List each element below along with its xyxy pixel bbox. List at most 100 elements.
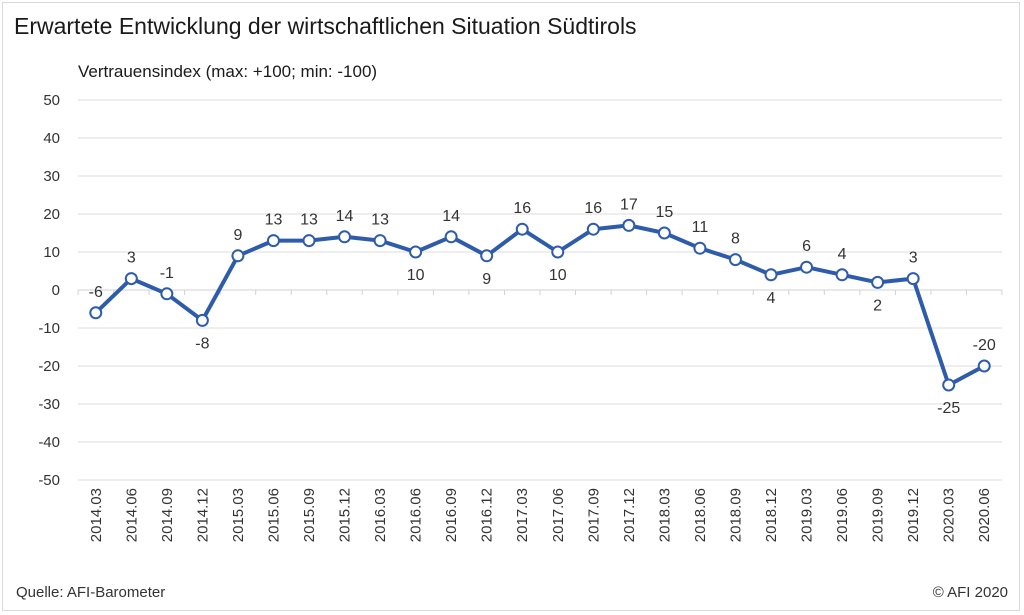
data-label: 4 — [838, 246, 847, 263]
data-point — [338, 230, 352, 244]
data-point — [764, 268, 778, 282]
data-point — [515, 222, 529, 236]
data-point — [409, 245, 423, 259]
y-tick-labels: 50 40 30 20 10 0 -10 -20 -30 -40 -50 — [38, 92, 60, 489]
data-label: 2 — [873, 297, 882, 314]
data-point — [657, 226, 671, 240]
data-label: 13 — [265, 212, 283, 229]
x-tick-label: 2017.09 — [585, 488, 602, 542]
data-label: 4 — [767, 290, 776, 307]
x-tick-label: 2017.12 — [621, 488, 638, 542]
data-point — [586, 222, 600, 236]
y-tick-label: 40 — [43, 130, 60, 147]
data-point — [444, 230, 458, 244]
y-tick-label: -50 — [38, 472, 60, 489]
data-point — [195, 313, 209, 327]
data-labels: -6 3 -1 -8 9 13 13 14 13 10 14 9 16 10 16 17 15 11 8 4 6 4 2 3 -… — [89, 196, 996, 417]
data-points — [89, 218, 991, 392]
data-point — [942, 378, 956, 392]
x-tick-label: 2016.03 — [372, 488, 389, 542]
data-point — [800, 260, 814, 274]
y-tick-label: 20 — [43, 206, 60, 223]
source-note: Quelle: AFI-Barometer — [16, 584, 166, 601]
data-point — [373, 234, 387, 248]
data-label: 17 — [620, 196, 638, 213]
x-tick-label: 2015.06 — [265, 488, 282, 542]
data-label: -25 — [937, 400, 960, 417]
x-tick-label: 2018.09 — [727, 488, 744, 542]
data-label: 3 — [909, 250, 918, 267]
y-tick-label: -40 — [38, 434, 60, 451]
data-label: 9 — [482, 271, 491, 288]
data-label: -20 — [973, 337, 996, 354]
copyright-note: © AFI 2020 — [932, 584, 1008, 601]
data-point — [302, 234, 316, 248]
x-tick-label: 2020.03 — [941, 488, 958, 542]
data-point — [906, 272, 920, 286]
data-label: 3 — [127, 250, 136, 267]
data-label: 16 — [584, 200, 602, 217]
series-line — [93, 223, 987, 387]
y-tick-label: 10 — [43, 244, 60, 261]
x-tick-label: 2017.06 — [550, 488, 567, 542]
data-label: 13 — [300, 212, 318, 229]
data-point — [871, 275, 885, 289]
x-tick-label: 2019.03 — [799, 488, 816, 542]
data-label: 11 — [692, 219, 709, 236]
gridlines — [77, 99, 1003, 481]
x-tick-label: 2016.09 — [443, 488, 460, 542]
y-tick-label: 0 — [52, 282, 60, 299]
data-point — [835, 268, 849, 282]
data-point — [551, 245, 565, 259]
data-label: 14 — [336, 208, 354, 225]
y-tick-label: -30 — [38, 396, 60, 413]
x-tick-label: 2018.12 — [763, 488, 780, 542]
x-tick-label: 2015.12 — [337, 488, 354, 542]
data-label: 10 — [549, 267, 567, 284]
x-tick-label: 2020.06 — [976, 488, 993, 542]
data-label: 6 — [802, 238, 811, 255]
data-point — [480, 249, 494, 263]
data-point — [693, 241, 707, 255]
y-tick-label: -20 — [38, 358, 60, 375]
x-tick-label: 2014.09 — [159, 488, 176, 542]
x-tick-label: 2019.06 — [834, 488, 851, 542]
x-tick-label: 2018.03 — [656, 488, 673, 542]
x-tick-label: 2014.06 — [123, 488, 140, 542]
data-point — [728, 253, 742, 267]
x-tick-label: 2015.03 — [230, 488, 247, 542]
data-point — [231, 249, 245, 263]
x-tick-label: 2015.09 — [301, 488, 318, 542]
data-label: 16 — [513, 200, 531, 217]
data-label: -1 — [160, 265, 174, 282]
data-point — [622, 218, 636, 232]
y-axis-label: Vertrauensindex (max: +100; min: -100) — [78, 62, 378, 81]
y-tick-label: 50 — [43, 92, 60, 109]
x-tick-label: 2019.09 — [870, 488, 887, 542]
chart-title: Erwartete Entwicklung der wirtschaftlich… — [14, 13, 637, 39]
data-point — [160, 287, 174, 301]
data-point — [977, 359, 991, 373]
x-tick-label: 2018.06 — [692, 488, 709, 542]
x-tick-label: 2017.03 — [514, 488, 531, 542]
data-label: -8 — [195, 335, 209, 352]
data-point — [124, 272, 138, 286]
data-label: 14 — [442, 208, 460, 225]
data-label: 13 — [371, 212, 389, 229]
x-tick-label: 2014.12 — [194, 488, 211, 542]
x-tick-label: 2016.06 — [408, 488, 425, 542]
data-label: 10 — [407, 267, 425, 284]
y-tick-label: -10 — [38, 320, 60, 337]
data-point — [89, 306, 103, 320]
x-tick-label: 2016.12 — [479, 488, 496, 542]
data-label: 15 — [655, 204, 673, 221]
data-label: -6 — [89, 284, 103, 301]
y-tick-label: 30 — [43, 168, 60, 185]
x-tick-label: 2019.12 — [905, 488, 922, 542]
x-tick-label: 2014.03 — [88, 488, 105, 542]
data-point — [266, 234, 280, 248]
x-tick-labels: 2014.03 2014.06 2014.09 2014.12 2015.03 2015.… — [88, 488, 993, 542]
data-label: 8 — [731, 231, 740, 248]
